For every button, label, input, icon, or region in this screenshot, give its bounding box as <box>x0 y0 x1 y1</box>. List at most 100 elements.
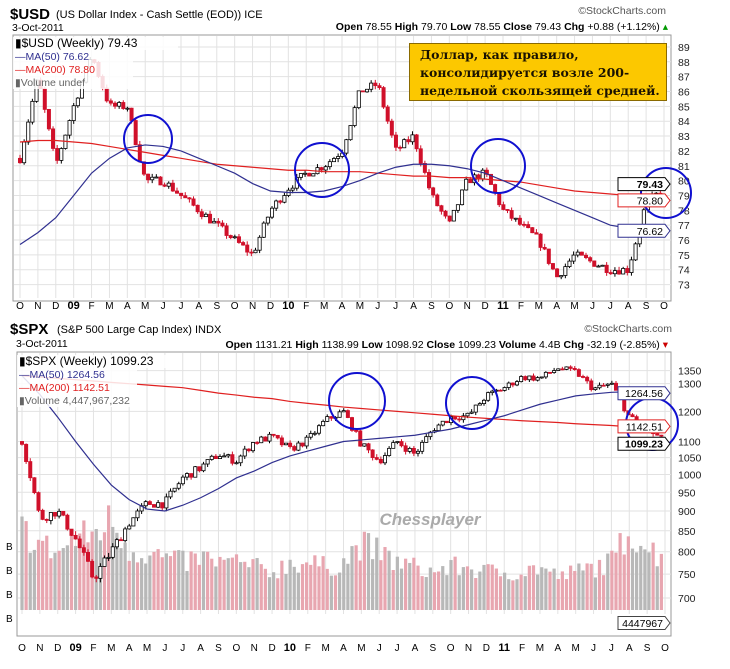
volume-bar <box>210 558 214 610</box>
candle-body <box>464 178 469 191</box>
candle-body <box>209 455 214 460</box>
volume-bar <box>131 552 135 610</box>
candle-body <box>630 414 635 418</box>
volume-bar <box>383 547 387 610</box>
volume-bar <box>478 571 482 610</box>
volume-bar <box>24 521 28 610</box>
volume-bar <box>123 542 127 610</box>
candle-body <box>490 390 495 394</box>
volume-bar <box>267 577 272 610</box>
candle-body <box>567 260 572 268</box>
candle-body <box>270 207 275 218</box>
x-tick-label: A <box>625 301 632 312</box>
candle-body <box>245 244 250 253</box>
x-tick-label: A <box>126 643 133 654</box>
candle-body <box>477 403 482 406</box>
candle-body <box>241 242 246 246</box>
volume-bar <box>437 571 441 610</box>
x-tick-label: A <box>124 301 131 312</box>
note-line: Доллар, как правило, <box>420 47 579 62</box>
volume-bar <box>239 562 243 610</box>
candle-body <box>418 148 423 164</box>
x-tick-label: D <box>52 301 59 312</box>
candle-body <box>596 265 601 268</box>
volume-bar <box>86 542 90 610</box>
volume-bar <box>57 550 61 610</box>
candle-body <box>246 448 251 452</box>
candle-body <box>226 454 231 457</box>
candle-body <box>370 449 375 458</box>
volume-bar <box>263 568 267 610</box>
candle-body <box>506 382 511 388</box>
volume-bar <box>168 556 173 610</box>
x-tick-label: N <box>34 301 41 312</box>
y-tick-label: 89 <box>678 42 690 54</box>
volume-bar <box>639 545 643 610</box>
candle-body <box>358 430 363 447</box>
candle-body <box>480 169 485 180</box>
candle-body <box>24 443 29 462</box>
candle-body <box>154 176 159 179</box>
candle-body <box>543 371 548 378</box>
candle-body <box>348 125 353 141</box>
highlight-circle <box>294 142 350 198</box>
volume-bar <box>226 558 230 610</box>
y-tick-label: 87 <box>678 72 690 84</box>
candle-body <box>102 557 107 567</box>
y-tick-label: 1050 <box>678 453 702 465</box>
volume-bar <box>45 535 49 610</box>
candle-body <box>373 82 378 87</box>
x-tick-label: A <box>339 301 346 312</box>
legend-entry: ▮Volume undef <box>15 77 85 89</box>
candle-body <box>510 382 515 386</box>
candle-body <box>341 410 346 413</box>
volume-axis-label: B <box>6 566 13 577</box>
y-tick-label: 83 <box>678 131 690 143</box>
x-tick-label: J <box>609 643 614 654</box>
candle-body <box>73 534 78 540</box>
candle-body <box>304 436 309 447</box>
candle-body <box>406 139 411 143</box>
volume-bar <box>41 540 45 610</box>
candle-body <box>51 128 56 149</box>
legend-entry: ▮$USD (Weekly) 79.43 <box>15 36 138 50</box>
volume-bar <box>614 552 618 610</box>
volume-bar <box>585 563 589 610</box>
candle-body <box>151 504 156 508</box>
x-tick-label: D <box>268 643 275 654</box>
legends: ▮$USD (Weekly) 79.43—MA(50) 76.62—MA(200… <box>13 36 182 407</box>
volume-bar <box>490 564 494 610</box>
candle-body <box>444 420 449 424</box>
volume-bar <box>395 556 399 610</box>
volume-bar <box>309 564 313 610</box>
candle-body <box>382 455 387 464</box>
candle-body <box>443 210 448 217</box>
candle-body <box>360 90 365 93</box>
candle-body <box>539 376 544 379</box>
candle-body <box>465 412 470 417</box>
candle-body <box>46 108 51 130</box>
x-tick-label: F <box>89 301 95 312</box>
x-tick-label: F <box>90 643 96 654</box>
volume-bar <box>626 536 630 610</box>
candle-body <box>354 429 359 432</box>
candle-body <box>414 134 419 150</box>
x-tick-label: N <box>465 643 472 654</box>
x-tick-label: M <box>572 643 580 654</box>
candle-body <box>486 392 491 401</box>
tag-ma50-box <box>617 223 671 238</box>
volume-bar <box>222 559 226 610</box>
candle-body <box>183 195 188 199</box>
candle-body <box>550 263 555 270</box>
candle-body <box>369 82 374 90</box>
candle-body <box>410 134 415 143</box>
candle-body <box>187 197 192 200</box>
volume-bar <box>577 563 581 610</box>
spx-watermark: ©StockCharts.com <box>584 323 672 335</box>
candle-body <box>271 433 276 436</box>
volume-bar <box>527 565 531 610</box>
volume-bar <box>325 568 329 610</box>
candle-body <box>213 455 218 460</box>
candle-body <box>514 381 519 386</box>
candle-body <box>552 370 557 373</box>
